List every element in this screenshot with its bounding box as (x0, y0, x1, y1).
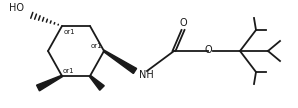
Text: O: O (179, 18, 187, 28)
Text: or1: or1 (64, 29, 76, 35)
Text: or1: or1 (90, 43, 102, 49)
Polygon shape (104, 50, 136, 74)
Text: HO: HO (9, 3, 24, 13)
Polygon shape (89, 75, 104, 90)
Text: O: O (204, 45, 212, 55)
Polygon shape (37, 75, 62, 91)
Text: or1: or1 (63, 68, 74, 74)
Text: NH: NH (139, 70, 154, 80)
